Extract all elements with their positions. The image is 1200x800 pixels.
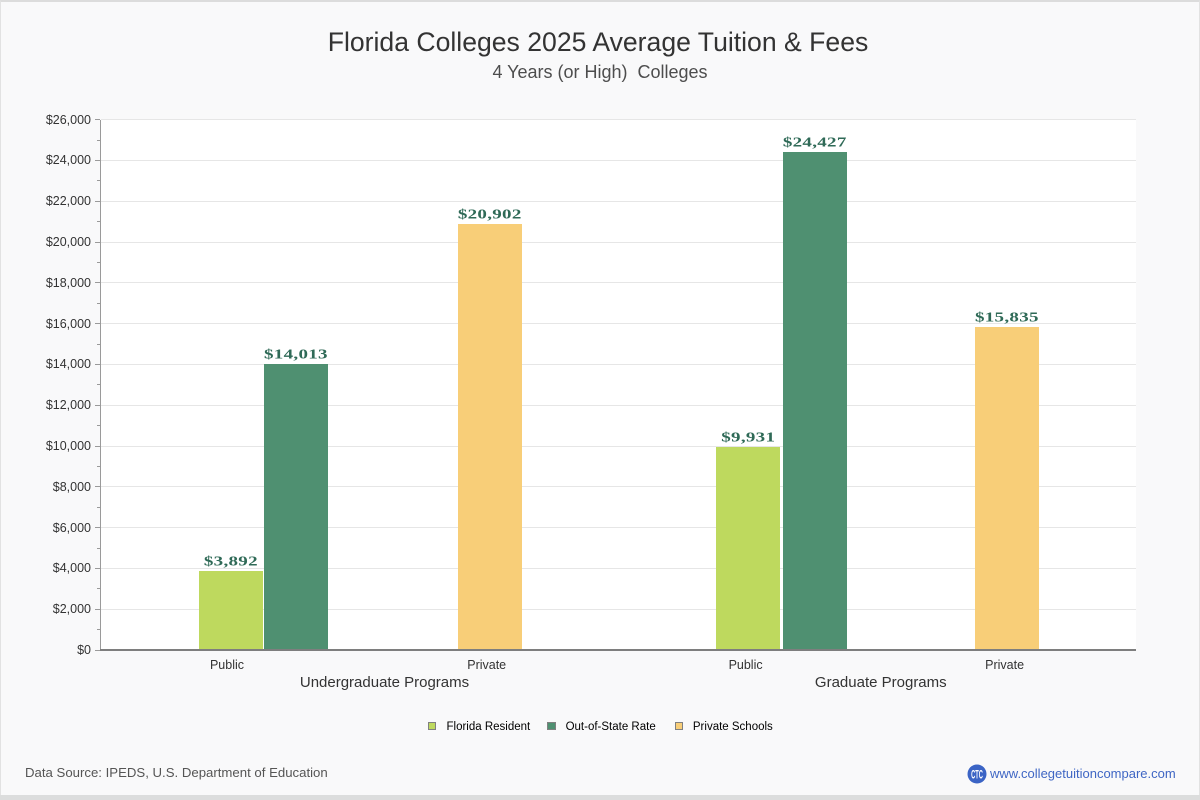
svg-text:CTC: CTC [971,768,983,781]
